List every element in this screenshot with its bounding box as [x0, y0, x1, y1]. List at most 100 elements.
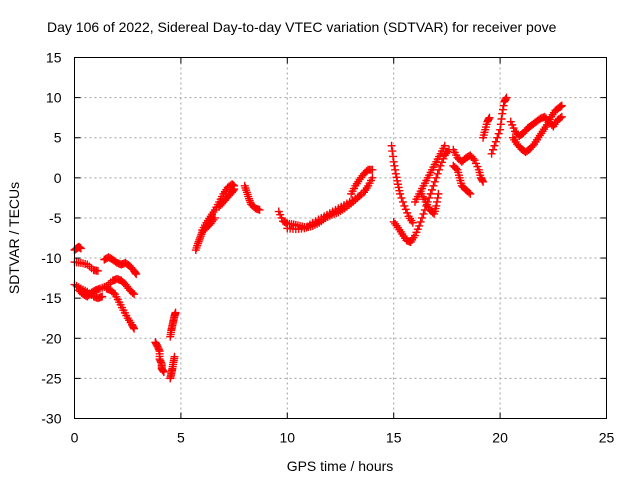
y-tick-label: -15	[41, 290, 61, 306]
data-point	[425, 193, 434, 202]
data-point	[368, 165, 377, 174]
data-point	[98, 292, 107, 301]
data-point	[387, 141, 396, 150]
data-point	[556, 113, 565, 122]
series-track-u	[449, 145, 488, 186]
data-point	[408, 218, 417, 227]
data-point	[245, 196, 254, 205]
y-tick-label: -20	[41, 330, 61, 346]
data-point	[434, 189, 443, 198]
data-point	[429, 181, 438, 190]
series-track-s	[410, 141, 449, 206]
series-track-f	[102, 284, 139, 333]
data-point	[392, 221, 401, 230]
data-point	[494, 129, 503, 138]
x-tick-label: 15	[386, 430, 402, 446]
data-point	[196, 232, 205, 241]
data-point	[415, 221, 424, 230]
data-point	[393, 176, 402, 185]
series-track-a	[70, 242, 85, 255]
data-point	[426, 189, 435, 198]
y-tick-label: 15	[46, 50, 62, 66]
data-point	[418, 213, 427, 222]
data-point	[159, 367, 168, 376]
data-point	[484, 115, 493, 124]
x-axis-label: GPS time / hours	[287, 458, 394, 474]
data-point	[93, 266, 102, 275]
series-track-z	[508, 101, 566, 157]
data-point	[368, 173, 377, 182]
data-point	[557, 101, 566, 110]
data-point	[469, 154, 478, 163]
data-point	[464, 188, 473, 197]
data-point	[281, 218, 290, 227]
data-point	[496, 120, 505, 129]
y-tick-label: -10	[41, 250, 61, 266]
data-point	[193, 239, 202, 248]
y-tick-label: -25	[41, 370, 61, 386]
data-point	[389, 157, 398, 166]
data-point	[390, 161, 399, 170]
data-point	[401, 205, 410, 214]
data-point	[196, 234, 205, 242]
data-point	[132, 270, 141, 279]
x-tick-label: 10	[280, 430, 296, 446]
data-point	[501, 94, 510, 103]
data-point	[171, 308, 180, 317]
series-track-b	[70, 258, 102, 275]
data-point	[432, 201, 441, 210]
data-point	[128, 288, 137, 297]
data-point	[490, 141, 499, 150]
y-tick-label: 5	[54, 130, 62, 146]
series-track-m	[240, 181, 264, 214]
data-point	[195, 235, 204, 244]
data-point	[109, 288, 118, 297]
data-point	[433, 169, 442, 178]
data-point	[416, 217, 425, 226]
series-track-g	[151, 338, 168, 376]
data-point	[499, 101, 508, 110]
data-point	[130, 324, 139, 333]
series-track-h	[166, 352, 179, 383]
y-tick-label: -5	[49, 210, 62, 226]
data-point	[432, 197, 441, 206]
x-tick-label: 20	[492, 430, 508, 446]
data-point	[131, 269, 140, 278]
data-point	[485, 113, 494, 122]
data-point	[496, 125, 505, 134]
data-point	[502, 93, 511, 102]
data-point	[479, 177, 488, 186]
x-tick-label: 5	[177, 430, 185, 446]
data-point	[557, 112, 566, 121]
data-point	[487, 149, 496, 158]
data-point	[491, 137, 500, 146]
data-point	[498, 105, 507, 114]
data-point	[466, 189, 475, 198]
axis-ticks: 0 5 10 15 20 25 15 10 5 0 -5 -10 -15 -20 -25 -30	[41, 50, 614, 446]
data-point	[391, 169, 400, 178]
series-track-v	[449, 161, 475, 198]
series-track-t	[417, 189, 443, 218]
data-point	[436, 161, 445, 170]
data-point	[229, 186, 238, 195]
data-point	[497, 115, 506, 124]
series-track-p	[347, 165, 377, 198]
grid	[74, 57, 607, 419]
data-point	[194, 237, 203, 246]
data-point	[432, 173, 441, 182]
series-track-x	[487, 93, 511, 158]
data-point	[400, 201, 409, 210]
data-point	[419, 209, 428, 218]
data-point	[129, 323, 138, 332]
series-track-r	[389, 145, 454, 247]
data-point	[435, 165, 444, 174]
series-track-i	[166, 308, 180, 341]
data-point	[403, 208, 412, 217]
data-point	[493, 133, 502, 142]
series-track-n	[274, 173, 377, 232]
data-point	[398, 197, 407, 206]
data-point	[396, 189, 405, 198]
data-point	[392, 173, 401, 182]
y-tick-label: 0	[54, 170, 62, 186]
